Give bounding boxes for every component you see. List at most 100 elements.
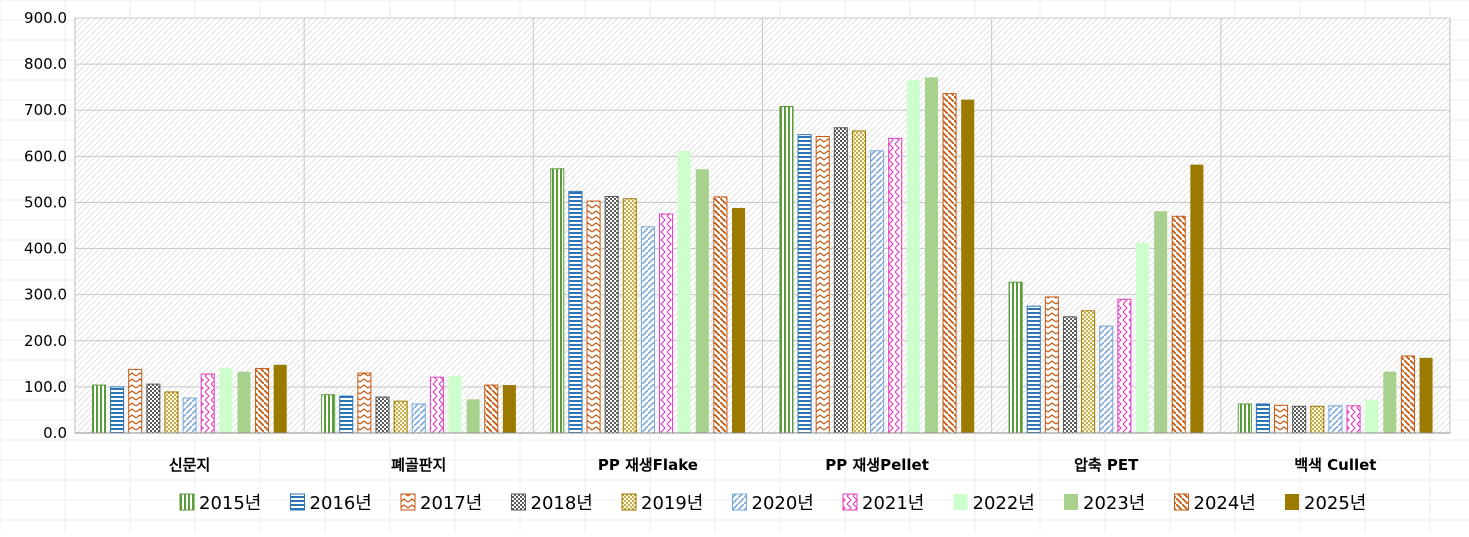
x-category-label: PP 재생Pellet [825, 456, 929, 474]
bar [550, 168, 565, 434]
bar [833, 127, 848, 434]
legend-label: 2020년 [752, 493, 814, 514]
bar [942, 93, 957, 434]
legend-item: 2023년 [1064, 493, 1145, 514]
bar [1419, 357, 1433, 433]
bar [677, 150, 691, 434]
legend-label: 2018년 [531, 493, 593, 514]
legend-item: 2017년 [400, 493, 482, 514]
legend-label: 2025년 [1304, 493, 1366, 514]
legend-item: 2015년 [179, 493, 261, 514]
bar [357, 372, 372, 434]
x-category-label: 신문지 [169, 456, 210, 474]
bar [393, 400, 408, 434]
legend-label: 2017년 [420, 493, 482, 514]
bar [164, 391, 179, 434]
legend-label: 2021년 [862, 493, 924, 514]
legend-item: 2022년 [953, 493, 1035, 514]
bar [1400, 355, 1415, 434]
bar [851, 130, 866, 434]
legend-swatch [400, 493, 416, 511]
bar [200, 373, 215, 434]
bar [255, 367, 270, 434]
bar [484, 384, 499, 434]
y-tick-label: 900.0 [24, 9, 67, 27]
legend-item: 2020년 [732, 493, 814, 514]
bar [870, 150, 885, 434]
legend-item: 2025년 [1285, 493, 1366, 514]
bar [906, 80, 920, 433]
legend-swatch [953, 494, 968, 510]
bar [429, 376, 444, 434]
bar [1346, 405, 1361, 434]
y-tick-label: 100.0 [24, 378, 67, 396]
bar [448, 376, 462, 433]
bar [586, 200, 601, 434]
x-category-label: 폐골판지 [391, 456, 446, 474]
legend-swatch [1285, 494, 1299, 510]
legend-label: 2015년 [199, 493, 261, 514]
bar [219, 367, 233, 433]
bar [1099, 325, 1114, 434]
bar [695, 169, 709, 434]
legend-swatch [732, 493, 747, 511]
y-tick-label: 700.0 [24, 101, 67, 119]
bar [797, 134, 812, 434]
bar [1081, 310, 1096, 434]
bar [779, 106, 794, 434]
bar [273, 364, 287, 433]
bar [1135, 243, 1150, 433]
bar [640, 226, 655, 434]
bar [1044, 296, 1059, 434]
bar [321, 394, 336, 434]
bar [604, 195, 619, 434]
bar [1008, 281, 1023, 434]
bar [1328, 405, 1343, 434]
x-category-label: 압축 PET [1074, 456, 1139, 474]
bar [146, 383, 161, 434]
bar [1117, 298, 1132, 434]
y-tick-label: 400.0 [24, 240, 67, 258]
legend: 2015년 2016년 2017년 2018년 2019년 2020년 2021년 2022년… [179, 493, 1366, 514]
bar [961, 99, 975, 434]
y-tick-label: 800.0 [24, 55, 67, 73]
bar [1237, 403, 1252, 434]
legend-item: 2019년 [621, 493, 703, 514]
bar [339, 395, 354, 434]
bar [659, 213, 674, 434]
bar [888, 137, 903, 434]
bar [1292, 405, 1307, 434]
x-category-label: PP 재생Flake [598, 456, 698, 474]
bar [128, 368, 143, 434]
bar [713, 196, 728, 434]
bar [815, 136, 830, 434]
legend-label: 2024년 [1194, 493, 1256, 514]
legend-swatch [290, 493, 305, 511]
bar [1062, 316, 1078, 434]
bar [237, 371, 251, 433]
bar [568, 190, 583, 434]
legend-item: 2021년 [842, 493, 924, 514]
bar [1190, 164, 1204, 433]
legend-item: 2016년 [290, 493, 372, 514]
bar [1171, 215, 1186, 434]
bar [1255, 403, 1270, 434]
y-tick-label: 500.0 [24, 193, 67, 211]
bar [622, 198, 637, 434]
legend-swatch [621, 493, 637, 511]
legend-swatch [511, 493, 526, 511]
bar [732, 207, 746, 433]
bar [375, 396, 390, 434]
bar [466, 399, 480, 433]
bar [91, 384, 106, 434]
legend-swatch [842, 493, 858, 511]
bar [182, 397, 197, 434]
bar [1274, 404, 1289, 434]
bar [1154, 211, 1168, 433]
y-tick-label: 600.0 [24, 147, 67, 165]
legend-label: 2019년 [641, 493, 703, 514]
y-tick-label: 300.0 [24, 286, 67, 304]
y-tick-label: 200.0 [24, 332, 67, 350]
